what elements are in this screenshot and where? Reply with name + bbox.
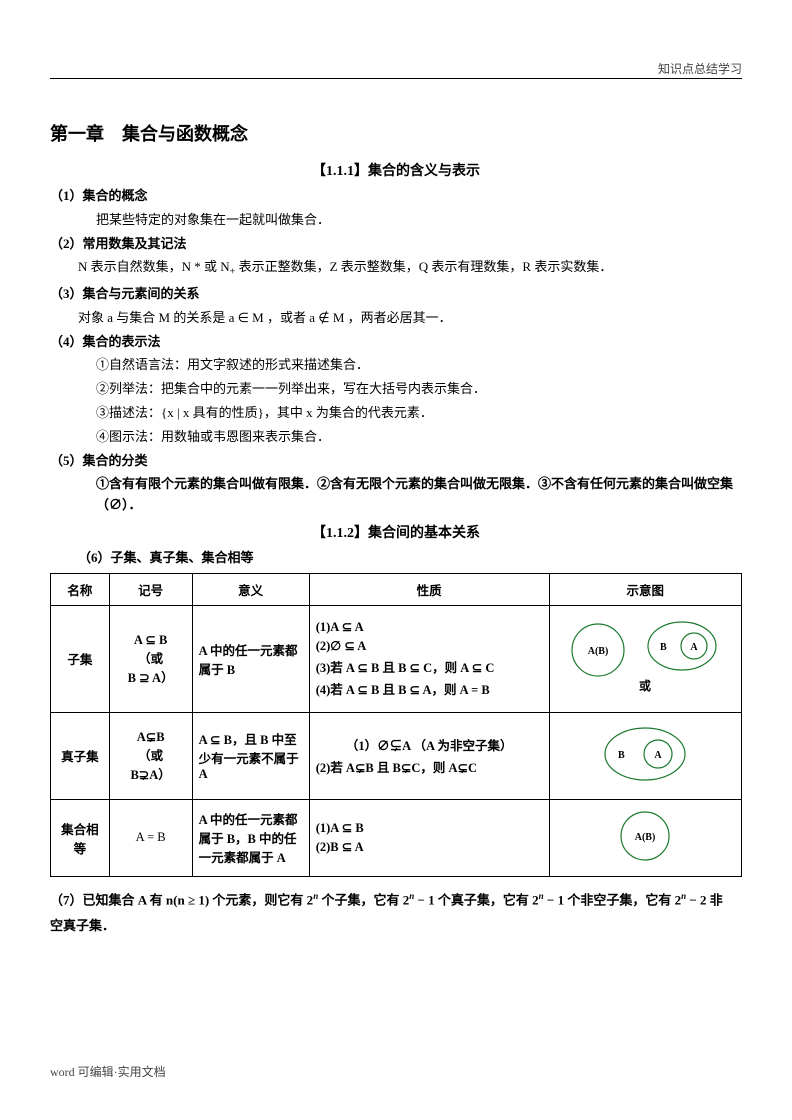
p7-a: （7）已知集合 A 有 n(n ≥ 1) 个元素，则它有 2 xyxy=(50,892,313,907)
r1-diagram: A(B) B A 或 xyxy=(549,605,741,712)
chapter-title: 第一章 集合与函数概念 xyxy=(50,120,742,146)
p1-label: （1）集合的概念 xyxy=(50,186,742,207)
r2-p2: (2)若 A⊊B 且 B⊊C，则 A⊊C xyxy=(316,757,543,776)
venn-subset-icon: A(B) B A 或 xyxy=(560,612,730,702)
p6-label: （6）子集、真子集、集合相等 xyxy=(50,548,742,569)
p3-label: （3）集合与元素间的关系 xyxy=(50,284,742,305)
row-proper-subset: 真子集 A⊊B （或 B⊋A） A ⊆ B，且 B 中至少有一元素不属于 A （… xyxy=(51,712,742,799)
venn-equal-icon: A(B) xyxy=(560,806,730,866)
r2-not-2: （或 xyxy=(116,745,186,764)
r1-not-3: B ⊇ A） xyxy=(116,667,186,686)
p7-c: − 1 个真子集，它有 2 xyxy=(414,892,538,907)
venn-proper-subset-icon: B A xyxy=(560,719,730,789)
th-notation: 记号 xyxy=(109,573,192,605)
content: 第一章 集合与函数概念 【1.1.1】集合的含义与表示 （1）集合的概念 把某些… xyxy=(50,120,742,939)
r2-not-1: A⊊B xyxy=(116,729,186,745)
r3-name: 集合相等 xyxy=(51,799,110,876)
r3-lab-ab: A(B) xyxy=(635,832,656,843)
r2-props: （1）∅⊊A （A 为非空子集） (2)若 A⊊B 且 B⊊C，则 A⊊C xyxy=(309,712,549,799)
r1-or: 或 xyxy=(639,678,651,693)
r1-lab-b: B xyxy=(660,642,667,653)
p3-body-text: 对象 a 与集合 M 的关系是 a ∈ M ，或者 a ∉ M ，两者必居其一． xyxy=(78,310,452,325)
th-diagram: 示意图 xyxy=(549,573,741,605)
r1-not-2: （或 xyxy=(116,648,186,667)
p5-label: （5）集合的分类 xyxy=(50,451,742,472)
section-1-1-1-title: 【1.1.1】集合的含义与表示 xyxy=(50,160,742,180)
th-meaning: 意义 xyxy=(192,573,309,605)
r3-meaning: A 中的任一元素都属于 B，B 中的任一元素都属于 A xyxy=(192,799,309,876)
r1-p2: (2)∅ ⊆ A xyxy=(316,638,543,654)
p2-label: （2）常用数集及其记法 xyxy=(50,234,742,255)
page: 知识点总结学习 第一章 集合与函数概念 【1.1.1】集合的含义与表示 （1）集… xyxy=(0,0,792,1120)
r3-notation: A = B xyxy=(109,799,192,876)
r1-p4: (4)若 A ⊆ B 且 B ⊆ A，则 A = B xyxy=(316,679,543,698)
r2-diagram: B A xyxy=(549,712,741,799)
p4-3: ③描述法：{x | x 具有的性质}，其中 x 为集合的代表元素． xyxy=(50,403,742,424)
r1-props: (1)A ⊆ A (2)∅ ⊆ A (3)若 A ⊆ B 且 B ⊆ C，则 A… xyxy=(309,605,549,712)
r2-name: 真子集 xyxy=(51,712,110,799)
r2-p1: （1）∅⊊A （A 为非空子集） xyxy=(316,735,543,754)
relations-table: 名称 记号 意义 性质 示意图 子集 A ⊆ B （或 B ⊇ A） A 中的任… xyxy=(50,573,742,877)
r2-lab-b: B xyxy=(618,750,625,761)
th-property: 性质 xyxy=(309,573,549,605)
r1-p3: (3)若 A ⊆ B 且 B ⊆ C，则 A ⊆ C xyxy=(316,657,543,676)
p2-body-1: N 表示自然数集，N * 或 N xyxy=(78,259,230,274)
p4-4: ④图示法：用数轴或韦恩图来表示集合． xyxy=(50,427,742,448)
r3-props: (1)A ⊆ B (2)B ⊆ A xyxy=(309,799,549,876)
r1-lab-ab: A(B) xyxy=(588,646,609,657)
th-name: 名称 xyxy=(51,573,110,605)
r2-not-3: B⊋A） xyxy=(116,764,186,783)
p1-body: 把某些特定的对象集在一起就叫做集合． xyxy=(50,210,742,231)
p7: （7）已知集合 A 有 n(n ≥ 1) 个元素，则它有 2n 个子集，它有 2… xyxy=(50,887,742,939)
r3-p2: (2)B ⊆ A xyxy=(316,839,543,855)
section-1-1-2-title: 【1.1.2】集合间的基本关系 xyxy=(50,522,742,542)
p3-body: 对象 a 与集合 M 的关系是 a ∈ M ，或者 a ∉ M ，两者必居其一． xyxy=(50,308,742,329)
footer: word 可编辑·实用文档 xyxy=(50,1063,166,1080)
p4-2: ②列举法：把集合中的元素一一列举出来，写在大括号内表示集合． xyxy=(50,379,742,400)
r1-name: 子集 xyxy=(51,605,110,712)
table-header-row: 名称 记号 意义 性质 示意图 xyxy=(51,573,742,605)
p2-body-1b: 表示正整数集，Z 表示整数集，Q 表示有理数集，R 表示实数集． xyxy=(235,259,612,274)
p7-d: − 1 个非空子集，它有 2 xyxy=(544,892,681,907)
r3-p1: (1)A ⊆ B xyxy=(316,820,543,836)
row-equal: 集合相等 A = B A 中的任一元素都属于 B，B 中的任一元素都属于 A (… xyxy=(51,799,742,876)
row-subset: 子集 A ⊆ B （或 B ⊇ A） A 中的任一元素都属于 B (1)A ⊆ … xyxy=(51,605,742,712)
p5-body: ①含有有限个元素的集合叫做有限集．②含有无限个元素的集合叫做无限集．③不含有任何… xyxy=(50,474,742,516)
p7-e: − 2 非 xyxy=(686,892,723,907)
r3-diagram: A(B) xyxy=(549,799,741,876)
r2-notation: A⊊B （或 B⊋A） xyxy=(109,712,192,799)
r1-lab-a: A xyxy=(691,642,699,653)
p7-f: 空真子集． xyxy=(50,918,115,933)
p2-body: N 表示自然数集，N * 或 N+ 表示正整数集，Z 表示整数集，Q 表示有理数… xyxy=(50,257,742,281)
r1-not-1: A ⊆ B xyxy=(116,632,186,648)
p4-label: （4）集合的表示法 xyxy=(50,332,742,353)
r1-p1: (1)A ⊆ A xyxy=(316,619,543,635)
r1-meaning: A 中的任一元素都属于 B xyxy=(192,605,309,712)
p4-1: ①自然语言法：用文字叙述的形式来描述集合． xyxy=(50,355,742,376)
p7-b: 个子集，它有 2 xyxy=(318,892,409,907)
header-rule xyxy=(50,78,742,79)
r2-meaning: A ⊆ B，且 B 中至少有一元素不属于 A xyxy=(192,712,309,799)
r2-lab-a: A xyxy=(655,750,663,761)
r1-notation: A ⊆ B （或 B ⊇ A） xyxy=(109,605,192,712)
header-right: 知识点总结学习 xyxy=(658,60,742,77)
